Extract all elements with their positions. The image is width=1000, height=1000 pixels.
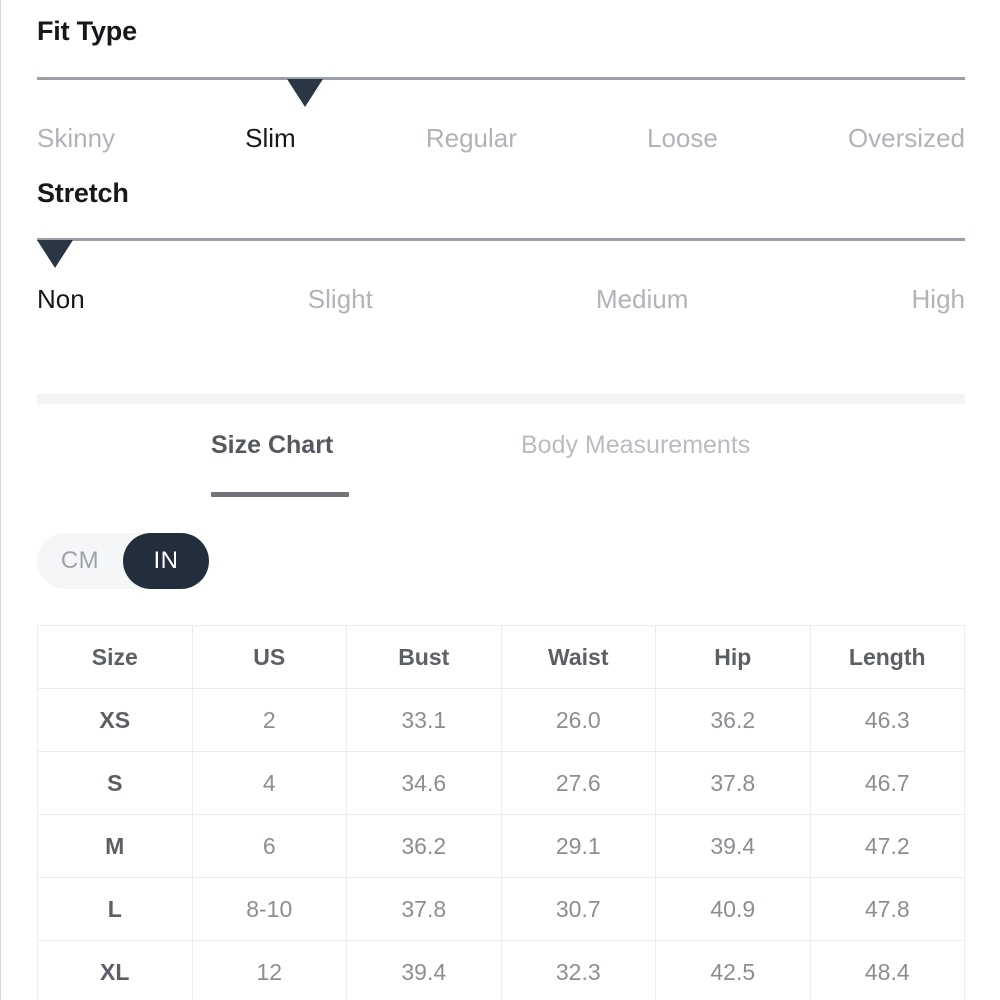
- fit-type-option-slim[interactable]: Slim: [245, 123, 296, 153]
- fit-type-option-loose[interactable]: Loose: [647, 123, 718, 153]
- table-cell-waist: 29.1: [500, 814, 656, 878]
- table-cell-bust: 37.8: [346, 877, 502, 941]
- unit-toggle[interactable]: CM IN: [37, 533, 209, 589]
- table-header-us: US: [191, 625, 347, 689]
- table-cell-hip: 42.5: [655, 940, 811, 1000]
- table-header-waist: Waist: [500, 625, 656, 689]
- size-chart-table: Size US Bust Waist Hip Length XS 2 33.1 26.0 36.2…: [37, 625, 965, 1000]
- table-cell-size: M: [37, 814, 193, 878]
- size-chart-table-head: Size US Bust Waist Hip Length: [37, 625, 965, 689]
- table-cell-bust: 39.4: [346, 940, 502, 1000]
- attribute-title-stretch: Stretch: [37, 178, 129, 208]
- table-cell-bust: 33.1: [346, 688, 502, 752]
- table-cell-size: L: [37, 877, 193, 941]
- table-header-row: Size US Bust Waist Hip Length: [37, 625, 965, 689]
- unit-option-in[interactable]: IN: [123, 533, 209, 589]
- table-cell-length: 48.4: [809, 940, 965, 1000]
- tab-size-chart[interactable]: Size Chart: [211, 431, 334, 459]
- table-cell-length: 47.8: [809, 877, 965, 941]
- table-cell-length: 46.3: [809, 688, 965, 752]
- stretch-option-high[interactable]: High: [911, 284, 965, 314]
- table-cell-length: 46.7: [809, 751, 965, 815]
- stretch-slider-marker-triangle-icon[interactable]: [37, 240, 73, 268]
- stretch-slider-track[interactable]: [37, 238, 965, 241]
- tab-body-measurements[interactable]: Body Measurements: [521, 431, 751, 459]
- table-row[interactable]: XS 2 33.1 26.0 36.2 46.3: [37, 688, 965, 752]
- table-cell-size: XL: [37, 940, 193, 1000]
- size-chart-table-body: XS 2 33.1 26.0 36.2 46.3 S 4 34.6 27.6 37.8 46.7 M 6 3…: [37, 688, 965, 1000]
- table-cell-bust: 36.2: [346, 814, 502, 878]
- table-cell-length: 47.2: [809, 814, 965, 878]
- stretch-option-medium[interactable]: Medium: [595, 284, 689, 314]
- table-cell-us: 2: [191, 688, 347, 752]
- fit-type-slider-track[interactable]: [37, 77, 965, 80]
- table-cell-waist: 26.0: [500, 688, 656, 752]
- table-cell-us: 12: [191, 940, 347, 1000]
- attribute-fit-type: Fit Type: [37, 18, 965, 45]
- table-header-bust: Bust: [346, 625, 502, 689]
- attribute-stretch: Stretch: [37, 180, 965, 207]
- table-cell-us: 4: [191, 751, 347, 815]
- size-guide-tabs: Size Chart Body Measurements: [37, 430, 965, 500]
- fit-type-slider[interactable]: Skinny Slim Regular Loose Oversized: [37, 77, 965, 157]
- table-cell-hip: 36.2: [655, 688, 811, 752]
- table-cell-us: 8-10: [191, 877, 347, 941]
- table-cell-size: XS: [37, 688, 193, 752]
- section-divider: [37, 394, 965, 404]
- table-cell-hip: 37.8: [655, 751, 811, 815]
- table-cell-waist: 27.6: [500, 751, 656, 815]
- table-cell-hip: 39.4: [655, 814, 811, 878]
- table-header-hip: Hip: [655, 625, 811, 689]
- table-cell-bust: 34.6: [346, 751, 502, 815]
- table-cell-size: S: [37, 751, 193, 815]
- table-cell-waist: 32.3: [500, 940, 656, 1000]
- table-row[interactable]: S 4 34.6 27.6 37.8 46.7: [37, 751, 965, 815]
- table-header-size: Size: [37, 625, 193, 689]
- fit-type-option-oversized[interactable]: Oversized: [847, 123, 965, 153]
- table-cell-waist: 30.7: [500, 877, 656, 941]
- table-cell-us: 6: [191, 814, 347, 878]
- active-tab-underline: [211, 492, 349, 497]
- table-row[interactable]: L 8-10 37.8 30.7 40.9 47.8: [37, 877, 965, 941]
- stretch-slider[interactable]: Non Slight Medium High: [37, 238, 965, 318]
- fit-type-option-skinny[interactable]: Skinny: [37, 123, 116, 153]
- fit-type-option-regular[interactable]: Regular: [425, 123, 517, 153]
- unit-option-cm[interactable]: CM: [60, 547, 100, 574]
- attribute-title-fit-type: Fit Type: [37, 16, 137, 46]
- stretch-option-labels: Non Slight Medium High: [37, 286, 965, 312]
- stretch-option-slight[interactable]: Slight: [307, 284, 373, 314]
- table-row[interactable]: M 6 36.2 29.1 39.4 47.2: [37, 814, 965, 878]
- fit-type-slider-marker-triangle-icon[interactable]: [287, 79, 323, 107]
- table-cell-hip: 40.9: [655, 877, 811, 941]
- table-header-length: Length: [809, 625, 965, 689]
- table-row[interactable]: XL 12 39.4 32.3 42.5 48.4: [37, 940, 965, 1000]
- fit-type-option-labels: Skinny Slim Regular Loose Oversized: [37, 125, 965, 151]
- stretch-option-non[interactable]: Non: [37, 284, 85, 314]
